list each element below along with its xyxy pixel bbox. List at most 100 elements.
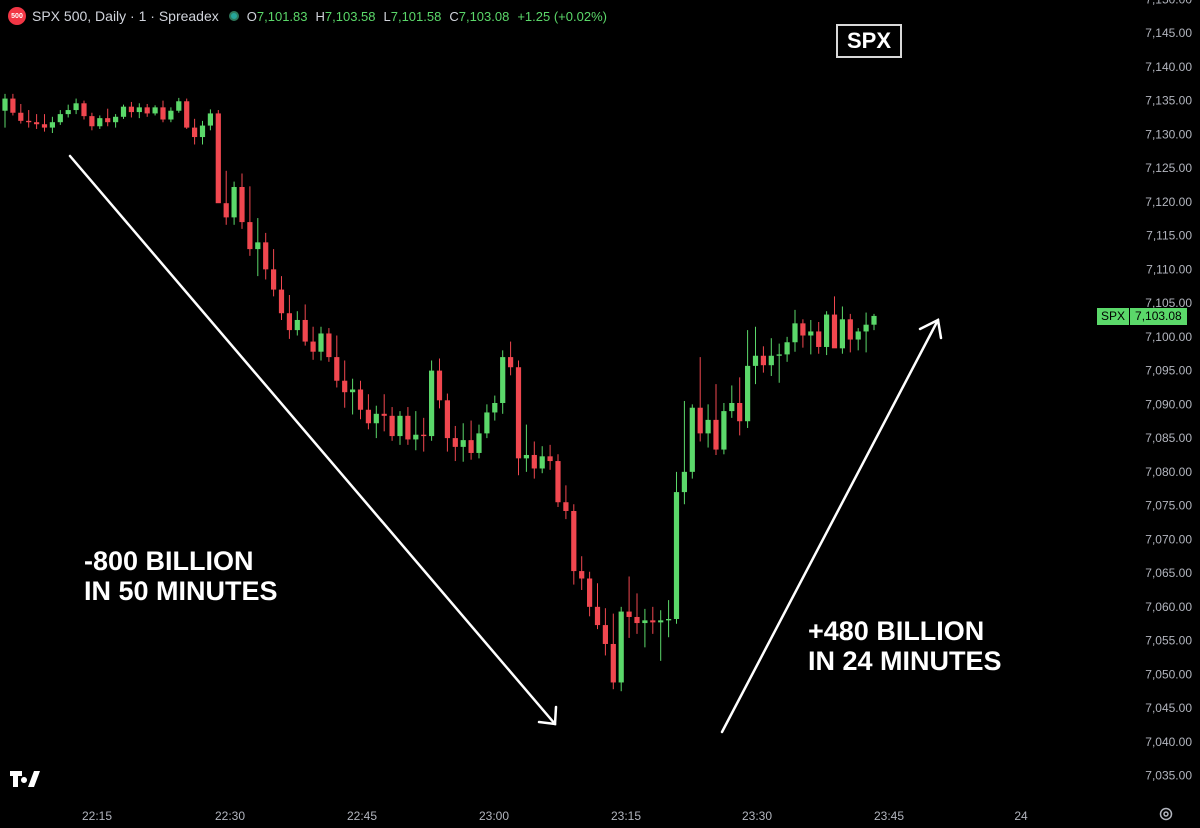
- candle[interactable]: [192, 118, 198, 145]
- candle[interactable]: [405, 407, 411, 445]
- candle[interactable]: [373, 405, 379, 439]
- candle[interactable]: [136, 103, 142, 119]
- candle[interactable]: [152, 105, 158, 116]
- candle[interactable]: [800, 319, 806, 348]
- candle[interactable]: [808, 319, 814, 355]
- candle[interactable]: [215, 110, 221, 204]
- candle[interactable]: [334, 335, 340, 388]
- candle[interactable]: [429, 360, 435, 441]
- candle[interactable]: [255, 218, 261, 277]
- candle[interactable]: [602, 608, 608, 656]
- candle[interactable]: [271, 249, 277, 297]
- candle[interactable]: [871, 313, 877, 331]
- candle[interactable]: [824, 311, 830, 356]
- candle[interactable]: [737, 377, 743, 436]
- candle[interactable]: [547, 444, 553, 470]
- candle[interactable]: [2, 93, 8, 128]
- candle[interactable]: [73, 98, 79, 115]
- candle[interactable]: [658, 610, 664, 661]
- candle[interactable]: [207, 109, 213, 131]
- candle[interactable]: [855, 328, 861, 351]
- candle[interactable]: [492, 395, 498, 421]
- candle[interactable]: [839, 306, 845, 354]
- candle[interactable]: [681, 400, 687, 505]
- candle[interactable]: [302, 304, 308, 346]
- candle[interactable]: [816, 322, 822, 354]
- candle[interactable]: [444, 393, 450, 452]
- candle[interactable]: [318, 326, 324, 361]
- candle[interactable]: [752, 326, 759, 385]
- candle[interactable]: [389, 407, 395, 441]
- candle[interactable]: [34, 114, 40, 129]
- candle[interactable]: [26, 110, 32, 128]
- candle[interactable]: [468, 420, 474, 460]
- candle[interactable]: [120, 104, 127, 119]
- candle[interactable]: [689, 404, 695, 479]
- candle[interactable]: [381, 394, 387, 432]
- candle[interactable]: [247, 186, 253, 256]
- candle[interactable]: [113, 114, 119, 128]
- candle[interactable]: [436, 358, 443, 409]
- candle[interactable]: [231, 181, 237, 225]
- candle[interactable]: [610, 613, 616, 690]
- candle[interactable]: [57, 110, 63, 125]
- candle[interactable]: [294, 311, 300, 336]
- candle[interactable]: [587, 571, 593, 617]
- candle[interactable]: [342, 360, 348, 408]
- candle[interactable]: [792, 309, 798, 352]
- candle[interactable]: [618, 606, 624, 692]
- candle[interactable]: [697, 357, 703, 442]
- candle[interactable]: [310, 326, 316, 360]
- candle[interactable]: [500, 350, 506, 414]
- candle[interactable]: [452, 425, 458, 462]
- gear-icon[interactable]: [1158, 806, 1174, 822]
- candle[interactable]: [508, 341, 514, 376]
- candle[interactable]: [563, 485, 569, 520]
- candle[interactable]: [476, 424, 482, 459]
- candle[interactable]: [579, 556, 585, 590]
- candle[interactable]: [144, 103, 150, 117]
- candle[interactable]: [168, 107, 174, 123]
- candle[interactable]: [571, 504, 577, 585]
- candle[interactable]: [365, 394, 371, 430]
- candle[interactable]: [18, 103, 24, 124]
- candle[interactable]: [65, 104, 71, 118]
- candle[interactable]: [105, 108, 111, 127]
- tradingview-logo-icon[interactable]: [10, 770, 42, 793]
- candle[interactable]: [350, 378, 356, 415]
- candle[interactable]: [634, 593, 640, 634]
- candle[interactable]: [768, 338, 774, 376]
- candle[interactable]: [128, 101, 134, 118]
- candle[interactable]: [847, 313, 853, 353]
- candle[interactable]: [713, 384, 719, 455]
- candle[interactable]: [278, 276, 285, 320]
- candle[interactable]: [484, 404, 490, 439]
- candle[interactable]: [326, 328, 332, 362]
- candle[interactable]: [776, 343, 782, 383]
- candle[interactable]: [523, 424, 529, 472]
- candle[interactable]: [760, 346, 766, 373]
- candle[interactable]: [199, 120, 206, 145]
- symbol-badge[interactable]: 500: [8, 7, 26, 25]
- candle[interactable]: [460, 423, 466, 462]
- candle[interactable]: [863, 312, 869, 353]
- candle[interactable]: [97, 115, 103, 129]
- candle[interactable]: [721, 403, 727, 455]
- candle[interactable]: [650, 606, 656, 634]
- candle[interactable]: [286, 295, 292, 339]
- candle[interactable]: [239, 173, 245, 229]
- candle[interactable]: [263, 232, 269, 280]
- candle[interactable]: [41, 114, 48, 132]
- candle[interactable]: [539, 446, 545, 474]
- candle[interactable]: [397, 411, 403, 445]
- candle[interactable]: [49, 116, 55, 133]
- candle[interactable]: [89, 112, 95, 131]
- candle[interactable]: [729, 385, 735, 418]
- candle[interactable]: [81, 100, 87, 120]
- candle[interactable]: [10, 93, 16, 116]
- candle[interactable]: [357, 380, 364, 420]
- symbol-title[interactable]: SPX 500, Daily · 1 · Spreadex: [32, 8, 219, 24]
- candle[interactable]: [745, 330, 751, 428]
- candle[interactable]: [642, 608, 648, 648]
